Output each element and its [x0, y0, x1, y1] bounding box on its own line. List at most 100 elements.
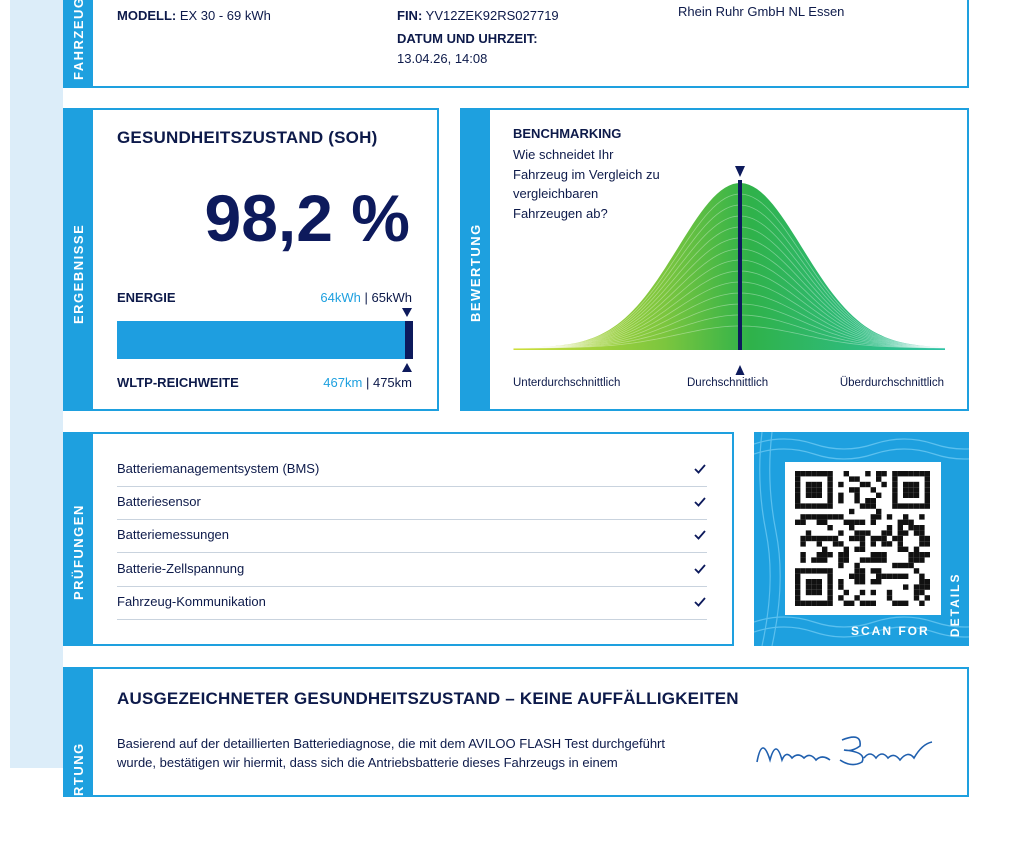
qr-cell [865, 557, 871, 563]
curve-line [512, 325, 945, 350]
check-text: Fahrzeug-Kommunikation [117, 593, 266, 609]
qr-cell [897, 503, 903, 509]
soh-value: 98,2 % [204, 181, 410, 255]
qr-cell [897, 573, 903, 579]
energy-values: 64kWh | 65kWh [320, 290, 412, 305]
wave-pattern [754, 432, 969, 646]
qr-cell [919, 503, 925, 509]
qr-cell [870, 487, 876, 493]
qr-cell [805, 471, 812, 477]
qr-cell [811, 579, 817, 585]
qr-cell [919, 471, 925, 477]
qr-cell [800, 535, 806, 542]
check-text: Batterie-Zellspannung [117, 560, 245, 576]
tab: BEWERTUNG [462, 110, 490, 409]
qr-cell [838, 498, 844, 504]
qr-cell [811, 568, 817, 574]
qr-cell [881, 573, 887, 579]
qr-cell [805, 600, 812, 606]
qr-cell [859, 579, 866, 585]
qr-cell [827, 492, 833, 498]
qr-cell [843, 519, 849, 525]
curve-line [512, 248, 946, 350]
qr-cell [827, 476, 833, 482]
separator: | [364, 290, 368, 305]
qr-cell [859, 503, 866, 509]
curve-line [512, 204, 946, 350]
qr-cell [816, 471, 822, 477]
section-label: PRÜFUNGEN [71, 504, 86, 600]
qr-cell [908, 519, 914, 525]
qr-cell [816, 492, 822, 498]
qr-cell [827, 552, 833, 558]
qr-cell [919, 535, 925, 542]
signature [756, 736, 933, 766]
bar-marker [405, 321, 413, 359]
qr-cell [838, 595, 844, 601]
check [694, 530, 706, 541]
qr-cell [822, 600, 828, 606]
qr-cell [795, 471, 801, 477]
qr-cell [881, 535, 887, 542]
qr-cell [800, 552, 806, 558]
qr-cell [897, 519, 903, 525]
qr-cell [908, 525, 914, 531]
qr-cell [913, 584, 920, 590]
qr-cell [854, 595, 860, 601]
qr-cell [859, 589, 866, 596]
qr-cell [822, 471, 828, 477]
qr-cell [838, 584, 844, 590]
qr-cell [886, 589, 893, 596]
certificate: FAHRZEUG MODELL: EX 30 - 69 kWh FIN: YV1… [10, 0, 969, 797]
qr-cell [865, 503, 871, 509]
section-label: BEWERTUNG [468, 223, 483, 322]
qr-cell [816, 579, 822, 585]
qr-cell [881, 530, 887, 536]
qr-cell [913, 552, 920, 558]
qr-cell [854, 530, 860, 536]
qr-cell [854, 492, 860, 498]
qr-cell [881, 481, 887, 488]
qr-cell [913, 546, 920, 552]
qr-cell [843, 552, 849, 558]
qr-cell [919, 573, 925, 579]
qr-cell [892, 476, 898, 482]
qr-cell [892, 487, 898, 493]
qr-cell [827, 498, 833, 504]
qr-cell [854, 498, 860, 504]
qr-cell [903, 492, 909, 498]
section-label: FAHRZEUG [71, 0, 86, 80]
qr-cell [822, 519, 828, 525]
qr-cell [822, 557, 828, 563]
qr-panel[interactable]: SCAN FOR DETAILS [754, 432, 969, 646]
qr-cell [919, 557, 925, 563]
qr-cell [849, 535, 855, 542]
check-icon [694, 530, 706, 541]
check-row: Fahrzeug-Kommunikation [117, 586, 707, 620]
qr-cell [811, 535, 817, 542]
qr-cell [903, 584, 909, 590]
check [694, 564, 706, 574]
check-row: Batteriesensor [117, 486, 707, 521]
qr-cell [811, 584, 817, 590]
check-text: Batteriesensor [117, 494, 201, 510]
qr-cell [919, 541, 925, 547]
qr-cell [924, 492, 930, 498]
qr-cell [876, 492, 882, 498]
qr-cell [811, 600, 817, 606]
qr-cell [827, 600, 833, 606]
qr-cell [800, 471, 806, 477]
qr-cell [816, 487, 822, 493]
qr-cell [816, 503, 822, 509]
qr-cell [924, 503, 930, 509]
qr-cell [870, 503, 876, 509]
qr-cell [903, 546, 909, 552]
qr-cell [876, 471, 882, 477]
value: YV12ZEK92RS027719 [425, 8, 559, 23]
marker-top [402, 308, 412, 317]
qr-cell [897, 525, 903, 531]
qr-cell [924, 579, 930, 585]
qr-cell [865, 600, 871, 606]
curve-line [512, 237, 946, 350]
qr-cell [795, 476, 801, 482]
